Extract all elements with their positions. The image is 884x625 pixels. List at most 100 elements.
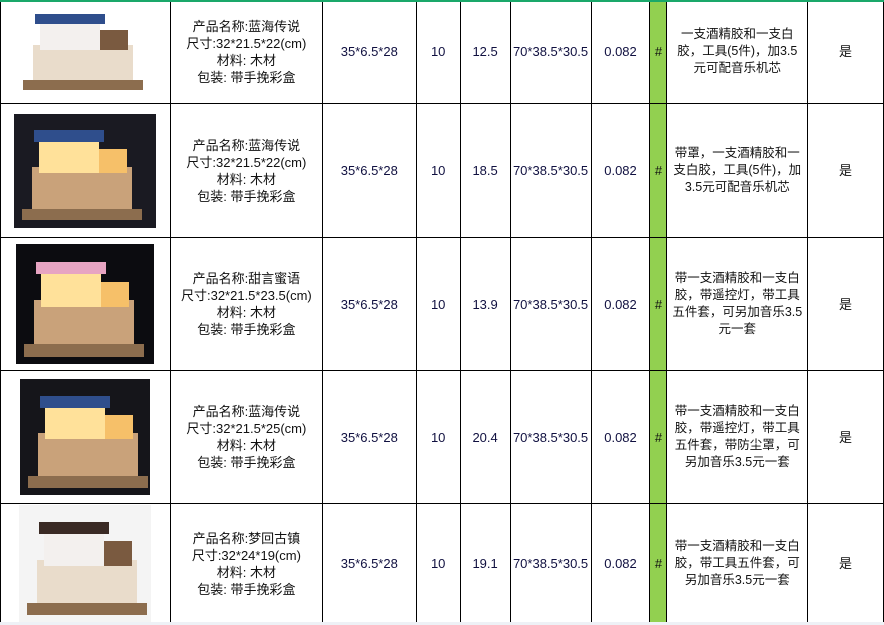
- product-photo: [20, 379, 151, 495]
- flag-cell[interactable]: 是: [807, 503, 884, 624]
- product-size: 尺寸:32*21.5*25(cm): [186, 421, 307, 436]
- volume-cell[interactable]: 0.082: [590, 370, 651, 504]
- image-cell[interactable]: [0, 103, 171, 238]
- product-size: 尺寸:32*21.5*23.5(cm): [180, 288, 312, 303]
- product-photo: [15, 0, 156, 96]
- dollhouse-part: [41, 271, 102, 307]
- product-size: 尺寸:32*21.5*22(cm): [186, 35, 307, 51]
- overflow-cell[interactable]: #: [649, 370, 668, 504]
- flag-cell[interactable]: 是: [807, 370, 884, 504]
- qty-cell[interactable]: 10: [415, 0, 461, 104]
- flag-cell[interactable]: 是: [807, 0, 884, 104]
- product-info-cell[interactable]: 产品名称:梦回古镇 尺寸:32*24*19(cm) 材料: 木材 包装: 带手挽…: [169, 503, 323, 624]
- box-size-cell[interactable]: 35*6.5*28: [321, 237, 417, 371]
- product-name: 产品名称:蓝海传说: [192, 137, 301, 153]
- image-cell[interactable]: [0, 370, 171, 504]
- dollhouse-part: [44, 531, 105, 566]
- product-material: 材料: 木材: [216, 171, 276, 187]
- qty-cell[interactable]: 10: [415, 237, 461, 371]
- product-info-cell[interactable]: 产品名称:蓝海传说 尺寸:32*21.5*22(cm) 材料: 木材 包装: 带…: [169, 103, 323, 238]
- dollhouse-part: [99, 149, 128, 173]
- dollhouse-part: [39, 521, 110, 534]
- box-size-cell[interactable]: 35*6.5*28: [321, 0, 417, 104]
- dollhouse-part: [23, 79, 144, 90]
- carton-size-cell[interactable]: 70*38.5*30.5: [509, 103, 592, 238]
- overflow-cell[interactable]: #: [649, 237, 668, 371]
- remarks-cell[interactable]: 一支酒精胶和一支白胶，工具(5件)，加3.5元可配音乐机芯: [666, 0, 809, 104]
- dollhouse-part: [38, 433, 139, 480]
- product-photo: [19, 504, 152, 623]
- box-size-cell[interactable]: 35*6.5*28: [321, 503, 417, 624]
- dollhouse-part: [101, 281, 130, 307]
- overflow-cell[interactable]: #: [649, 503, 668, 624]
- image-cell[interactable]: [0, 0, 171, 104]
- product-name: 产品名称:甜言蜜语: [192, 271, 301, 286]
- product-size: 尺寸:32*24*19(cm): [191, 547, 301, 563]
- carton-size-cell[interactable]: 70*38.5*30.5: [509, 0, 592, 104]
- weight-cell[interactable]: 19.1: [459, 503, 511, 624]
- remarks-cell[interactable]: 带一支酒精胶和一支白胶，带遥控灯，带工具五件套，带防尘罩，可另加音乐3.5元一套: [666, 370, 809, 504]
- remarks-cell[interactable]: 带罩，一支酒精胶和一支白胶，工具(5件)，加3.5元可配音乐机芯: [666, 103, 809, 238]
- carton-size-cell[interactable]: 70*38.5*30.5: [509, 370, 592, 504]
- dollhouse-part: [34, 300, 135, 348]
- weight-cell[interactable]: 13.9: [459, 237, 511, 371]
- product-packing: 包装: 带手挽彩盒: [197, 455, 296, 470]
- product-photo: [14, 113, 157, 228]
- product-info-cell[interactable]: 产品名称:甜言蜜语 尺寸:32*21.5*23.5(cm) 材料: 木材 包装:…: [169, 237, 323, 371]
- carton-size-cell[interactable]: 70*38.5*30.5: [509, 503, 592, 624]
- flag-cell[interactable]: 是: [807, 237, 884, 371]
- product-info-cell[interactable]: 产品名称:蓝海传说 尺寸:32*21.5*25(cm) 材料: 木材 包装: 带…: [169, 370, 323, 504]
- product-material: 材料: 木材: [216, 438, 276, 453]
- table-row: 产品名称:蓝海传说 尺寸:32*21.5*22(cm) 材料: 木材 包装: 带…: [0, 0, 884, 104]
- volume-cell[interactable]: 0.082: [590, 0, 651, 104]
- weight-cell[interactable]: 18.5: [459, 103, 511, 238]
- box-size-cell[interactable]: 35*6.5*28: [321, 370, 417, 504]
- dollhouse-part: [100, 29, 129, 50]
- qty-cell[interactable]: 10: [415, 503, 461, 624]
- remarks-cell[interactable]: 带一支酒精胶和一支白胶，带遥控灯，带工具五件套，可另加音乐3.5元一套: [666, 237, 809, 371]
- weight-cell[interactable]: 20.4: [459, 370, 511, 504]
- volume-cell[interactable]: 0.082: [590, 237, 651, 371]
- overflow-cell[interactable]: #: [649, 103, 668, 238]
- dollhouse-part: [22, 208, 143, 221]
- image-cell[interactable]: [0, 237, 171, 371]
- dollhouse-part: [34, 130, 105, 142]
- product-info-cell[interactable]: 产品名称:蓝海传说 尺寸:32*21.5*22(cm) 材料: 木材 包装: 带…: [169, 0, 323, 104]
- dollhouse-part: [27, 602, 148, 616]
- flag-cell[interactable]: 是: [807, 103, 884, 238]
- table-row: 产品名称:甜言蜜语 尺寸:32*21.5*23.5(cm) 材料: 木材 包装:…: [0, 237, 884, 371]
- dollhouse-part: [24, 344, 145, 357]
- product-packing: 包装: 带手挽彩盒: [197, 322, 296, 337]
- weight-cell[interactable]: 12.5: [459, 0, 511, 104]
- product-material: 材料: 木材: [216, 305, 276, 320]
- dollhouse-part: [39, 139, 100, 173]
- dollhouse-part: [105, 415, 134, 440]
- product-name: 产品名称:蓝海传说: [192, 404, 301, 419]
- product-packing: 包装: 带手挽彩盒: [197, 188, 296, 204]
- product-name: 产品名称:蓝海传说: [192, 18, 301, 34]
- product-material: 材料: 木材: [216, 52, 276, 68]
- dollhouse-part: [28, 475, 149, 488]
- volume-cell[interactable]: 0.082: [590, 103, 651, 238]
- product-packing: 包装: 带手挽彩盒: [197, 581, 296, 597]
- carton-size-cell[interactable]: 70*38.5*30.5: [509, 237, 592, 371]
- sheet-bottom-edge: [0, 622, 884, 625]
- dollhouse-part: [35, 13, 106, 24]
- selection-border: [0, 0, 884, 2]
- dollhouse-part: [33, 44, 134, 83]
- dollhouse-part: [40, 21, 101, 50]
- table-row: 产品名称:梦回古镇 尺寸:32*24*19(cm) 材料: 木材 包装: 带手挽…: [0, 503, 884, 624]
- dollhouse-part: [45, 405, 106, 440]
- image-cell[interactable]: [0, 503, 171, 624]
- qty-cell[interactable]: 10: [415, 370, 461, 504]
- remarks-cell[interactable]: 带一支酒精胶和一支白胶，带工具五件套，可另加音乐3.5元一套: [666, 503, 809, 624]
- qty-cell[interactable]: 10: [415, 103, 461, 238]
- box-size-cell[interactable]: 35*6.5*28: [321, 103, 417, 238]
- dollhouse-part: [32, 166, 133, 213]
- volume-cell[interactable]: 0.082: [590, 503, 651, 624]
- dollhouse-part: [40, 395, 111, 408]
- table-row: 产品名称:蓝海传说 尺寸:32*21.5*25(cm) 材料: 木材 包装: 带…: [0, 370, 884, 504]
- product-size: 尺寸:32*21.5*22(cm): [186, 154, 307, 170]
- overflow-cell[interactable]: #: [649, 0, 668, 104]
